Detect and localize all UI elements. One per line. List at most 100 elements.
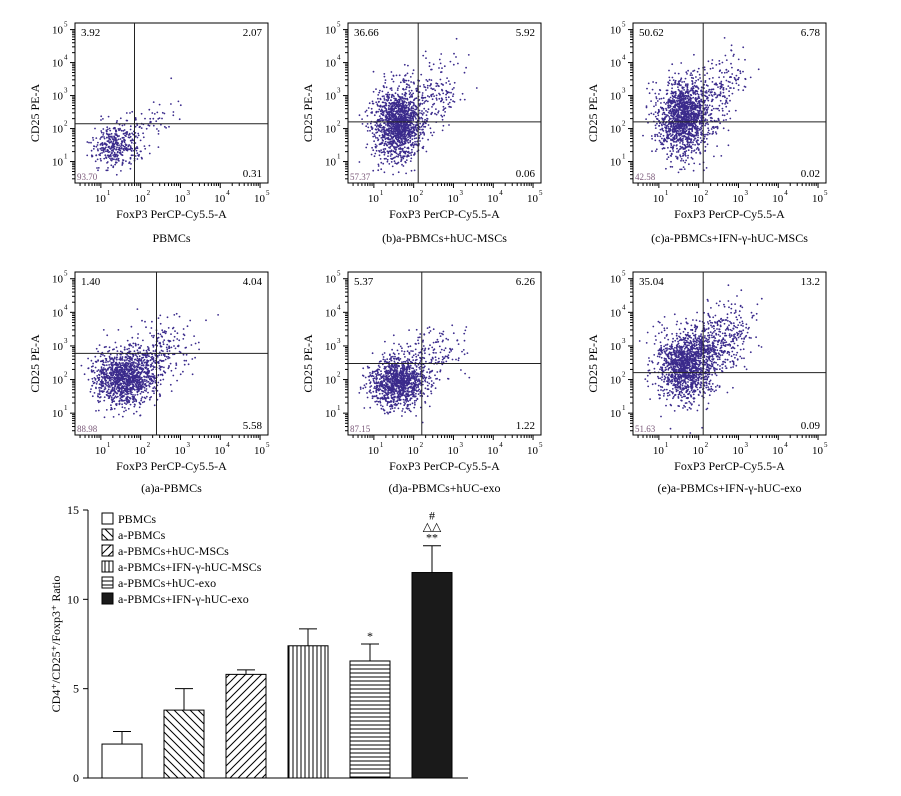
x-tick-label: 10 bbox=[732, 445, 744, 457]
quadrant-upper-right-value: 6.26 bbox=[516, 276, 536, 288]
y-tick-label: 10 bbox=[52, 124, 64, 136]
legend-label: a-PBMCs bbox=[118, 528, 166, 542]
y-tick-label: 10 bbox=[52, 375, 64, 387]
x-tick-label: 10 bbox=[254, 445, 266, 457]
y-tick-exponent: 4 bbox=[622, 54, 626, 62]
y-tick-label: 10 bbox=[52, 91, 64, 103]
y-tick-exponent: 1 bbox=[622, 404, 626, 412]
x-tick-exponent: 5 bbox=[266, 189, 270, 197]
quadrant-upper-right-value: 6.78 bbox=[801, 27, 821, 39]
quadrant-lower-left-value: 42.58 bbox=[635, 172, 656, 182]
quadrant-lower-right-value: 5.58 bbox=[243, 420, 263, 432]
y-tick-exponent: 1 bbox=[64, 404, 68, 412]
x-tick-label: 10 bbox=[772, 193, 784, 205]
y-tick-label: 10 bbox=[325, 375, 337, 387]
y-tick-label: 10 bbox=[610, 91, 622, 103]
quadrant-upper-left-value: 5.37 bbox=[354, 276, 374, 288]
y-tick-exponent: 1 bbox=[337, 153, 341, 161]
x-tick-label: 10 bbox=[214, 445, 226, 457]
y-tick-exponent: 2 bbox=[622, 120, 626, 128]
x-tick-exponent: 3 bbox=[459, 441, 463, 449]
quadrant-upper-left-value: 50.62 bbox=[639, 27, 664, 39]
quadrant-upper-right-value: 5.92 bbox=[516, 27, 535, 39]
x-tick-exponent: 3 bbox=[186, 441, 190, 449]
x-tick-label: 10 bbox=[693, 193, 705, 205]
y-tick-exponent: 4 bbox=[64, 54, 68, 62]
panel-caption: (d)a-PBMCs+hUC-exo bbox=[388, 481, 500, 495]
x-tick-exponent: 4 bbox=[226, 441, 230, 449]
y-tick-label: 10 bbox=[325, 157, 337, 169]
legend-label: a-PBMCs+IFN-γ-hUC-exo bbox=[118, 592, 249, 606]
y-tick-exponent: 1 bbox=[337, 404, 341, 412]
y-axis-label: CD25 PE-A bbox=[28, 334, 42, 393]
panel-caption: (b)a-PBMCs+hUC-MSCs bbox=[382, 231, 507, 245]
quadrant-upper-right-value: 2.07 bbox=[243, 27, 263, 39]
y-tick-exponent: 4 bbox=[622, 303, 626, 311]
x-tick-exponent: 4 bbox=[499, 189, 503, 197]
y-axis-label: CD25 PE-A bbox=[28, 84, 42, 143]
x-axis-label: FoxP3 PerCP-Cy5.5-A bbox=[116, 459, 227, 473]
bar-1 bbox=[163, 709, 205, 779]
quadrant-lower-right-value: 0.31 bbox=[243, 168, 262, 180]
quadrant-lower-left-value: 57.37 bbox=[350, 172, 371, 182]
x-tick-label: 10 bbox=[527, 445, 539, 457]
quadrant-upper-left-value: 35.04 bbox=[639, 276, 664, 288]
y-tick-label: 10 bbox=[325, 307, 337, 319]
y-tick-exponent: 2 bbox=[337, 120, 341, 128]
y-axis-label: CD25 PE-A bbox=[586, 84, 600, 143]
y-tick-exponent: 4 bbox=[64, 303, 68, 311]
y-tick-exponent: 5 bbox=[622, 270, 626, 278]
y-tick-label: 10 bbox=[610, 25, 622, 37]
y-tick-label: 10 bbox=[325, 124, 337, 136]
x-tick-exponent: 3 bbox=[744, 189, 748, 197]
bar-y-axis-label: CD4⁺/CD25⁺/Foxp3⁺ Ratio bbox=[49, 576, 63, 713]
scatter-points bbox=[358, 324, 471, 424]
quadrant-lower-left-value: 87.15 bbox=[350, 424, 371, 434]
x-tick-exponent: 5 bbox=[539, 189, 543, 197]
quadrant-lower-left-value: 88.98 bbox=[77, 424, 98, 434]
x-tick-label: 10 bbox=[368, 193, 380, 205]
y-tick-exponent: 3 bbox=[337, 337, 341, 345]
legend-swatch bbox=[101, 544, 114, 557]
y-tick-label: 10 bbox=[610, 124, 622, 136]
x-tick-label: 10 bbox=[174, 445, 186, 457]
panel-caption: (e)a-PBMCs+IFN-γ-hUC-exo bbox=[657, 481, 801, 495]
scatter-points bbox=[80, 308, 220, 419]
y-tick-label: 10 bbox=[610, 274, 622, 286]
x-tick-exponent: 1 bbox=[665, 189, 669, 197]
y-tick-exponent: 2 bbox=[64, 120, 68, 128]
quadrant-lower-right-value: 1.22 bbox=[516, 420, 535, 432]
y-tick-exponent: 2 bbox=[64, 371, 68, 379]
x-tick-label: 10 bbox=[95, 445, 107, 457]
y-tick-exponent: 1 bbox=[622, 153, 626, 161]
x-tick-label: 10 bbox=[368, 445, 380, 457]
x-axis-label: FoxP3 PerCP-Cy5.5-A bbox=[389, 459, 500, 473]
quadrant-upper-right-value: 13.2 bbox=[801, 276, 820, 288]
x-tick-label: 10 bbox=[812, 445, 824, 457]
y-tick-label: 10 bbox=[52, 408, 64, 420]
x-tick-label: 10 bbox=[527, 193, 539, 205]
y-tick-label: 10 bbox=[325, 274, 337, 286]
bar-y-tick-label: 5 bbox=[73, 682, 79, 696]
y-tick-exponent: 5 bbox=[622, 21, 626, 29]
scatter-points bbox=[642, 37, 760, 174]
x-tick-exponent: 4 bbox=[499, 441, 503, 449]
x-tick-label: 10 bbox=[408, 193, 420, 205]
x-tick-exponent: 2 bbox=[705, 189, 709, 197]
y-tick-label: 10 bbox=[52, 274, 64, 286]
y-tick-label: 10 bbox=[610, 408, 622, 420]
legend-label: PBMCs bbox=[118, 512, 156, 526]
bar-y-tick-label: 10 bbox=[67, 592, 79, 606]
scatter-points bbox=[86, 77, 182, 176]
legend-swatch bbox=[101, 560, 114, 573]
x-tick-exponent: 1 bbox=[107, 441, 111, 449]
legend-swatch bbox=[101, 528, 114, 541]
x-tick-exponent: 2 bbox=[420, 189, 424, 197]
x-tick-exponent: 1 bbox=[665, 441, 669, 449]
x-tick-label: 10 bbox=[487, 445, 499, 457]
plot-frame bbox=[347, 22, 542, 184]
significance-mark: △△ bbox=[423, 520, 442, 534]
y-tick-exponent: 2 bbox=[622, 371, 626, 379]
